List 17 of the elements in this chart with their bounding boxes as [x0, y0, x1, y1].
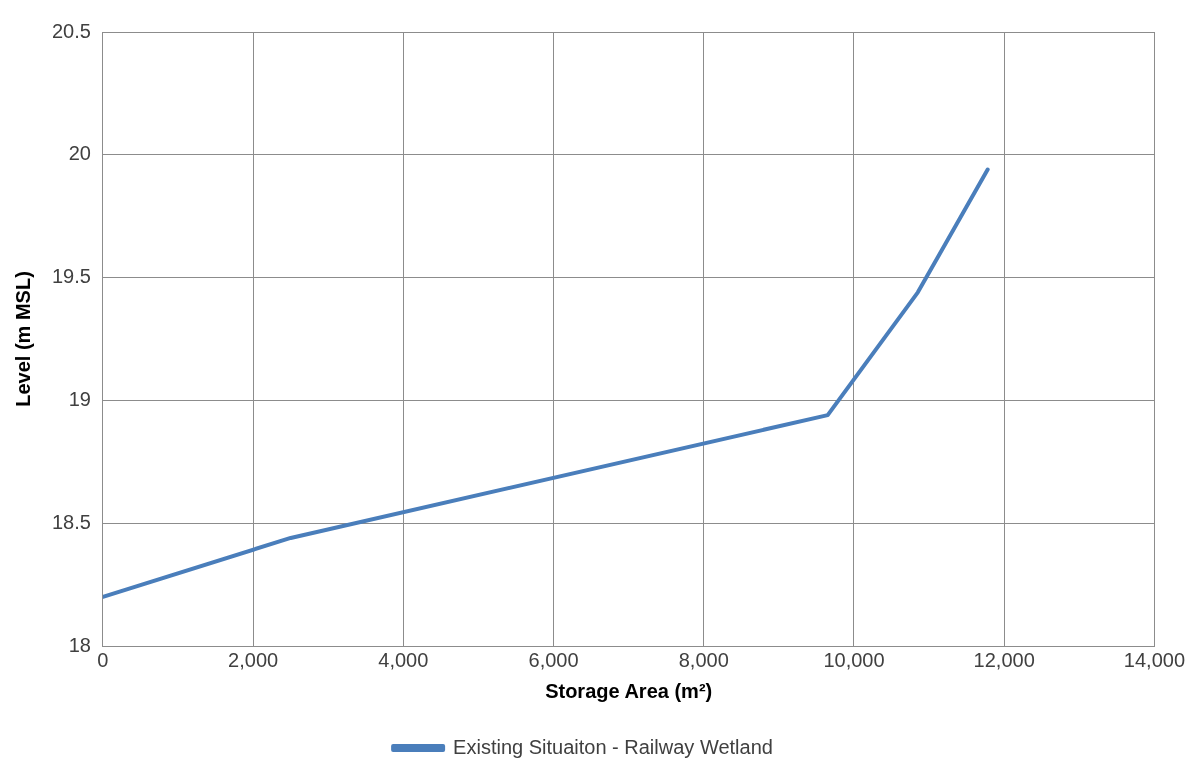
- x-tick-label: 4,000: [378, 648, 429, 671]
- y-tick-label: 19.5: [51, 265, 91, 288]
- x-tick-label: 6,000: [528, 648, 579, 671]
- y-tick-label: 20: [68, 142, 91, 165]
- y-tick-label: 19: [68, 387, 91, 410]
- y-tick-label: 18.5: [51, 510, 91, 533]
- x-axis-title: Storage Area (m²): [545, 679, 713, 702]
- legend-label: Existing Situaiton - Railway Wetland: [453, 735, 773, 758]
- x-tick-label: 14,000: [1123, 648, 1185, 671]
- y-axis-title: Level (m MSL): [11, 271, 34, 407]
- y-tick-label: 20.5: [51, 19, 91, 42]
- y-tick-label: 18: [68, 633, 91, 656]
- x-tick-label: 2,000: [228, 648, 279, 671]
- x-tick-label: 0: [97, 648, 109, 671]
- x-tick-label: 10,000: [823, 648, 885, 671]
- x-tick-label: 12,000: [973, 648, 1035, 671]
- x-tick-label: 8,000: [678, 648, 729, 671]
